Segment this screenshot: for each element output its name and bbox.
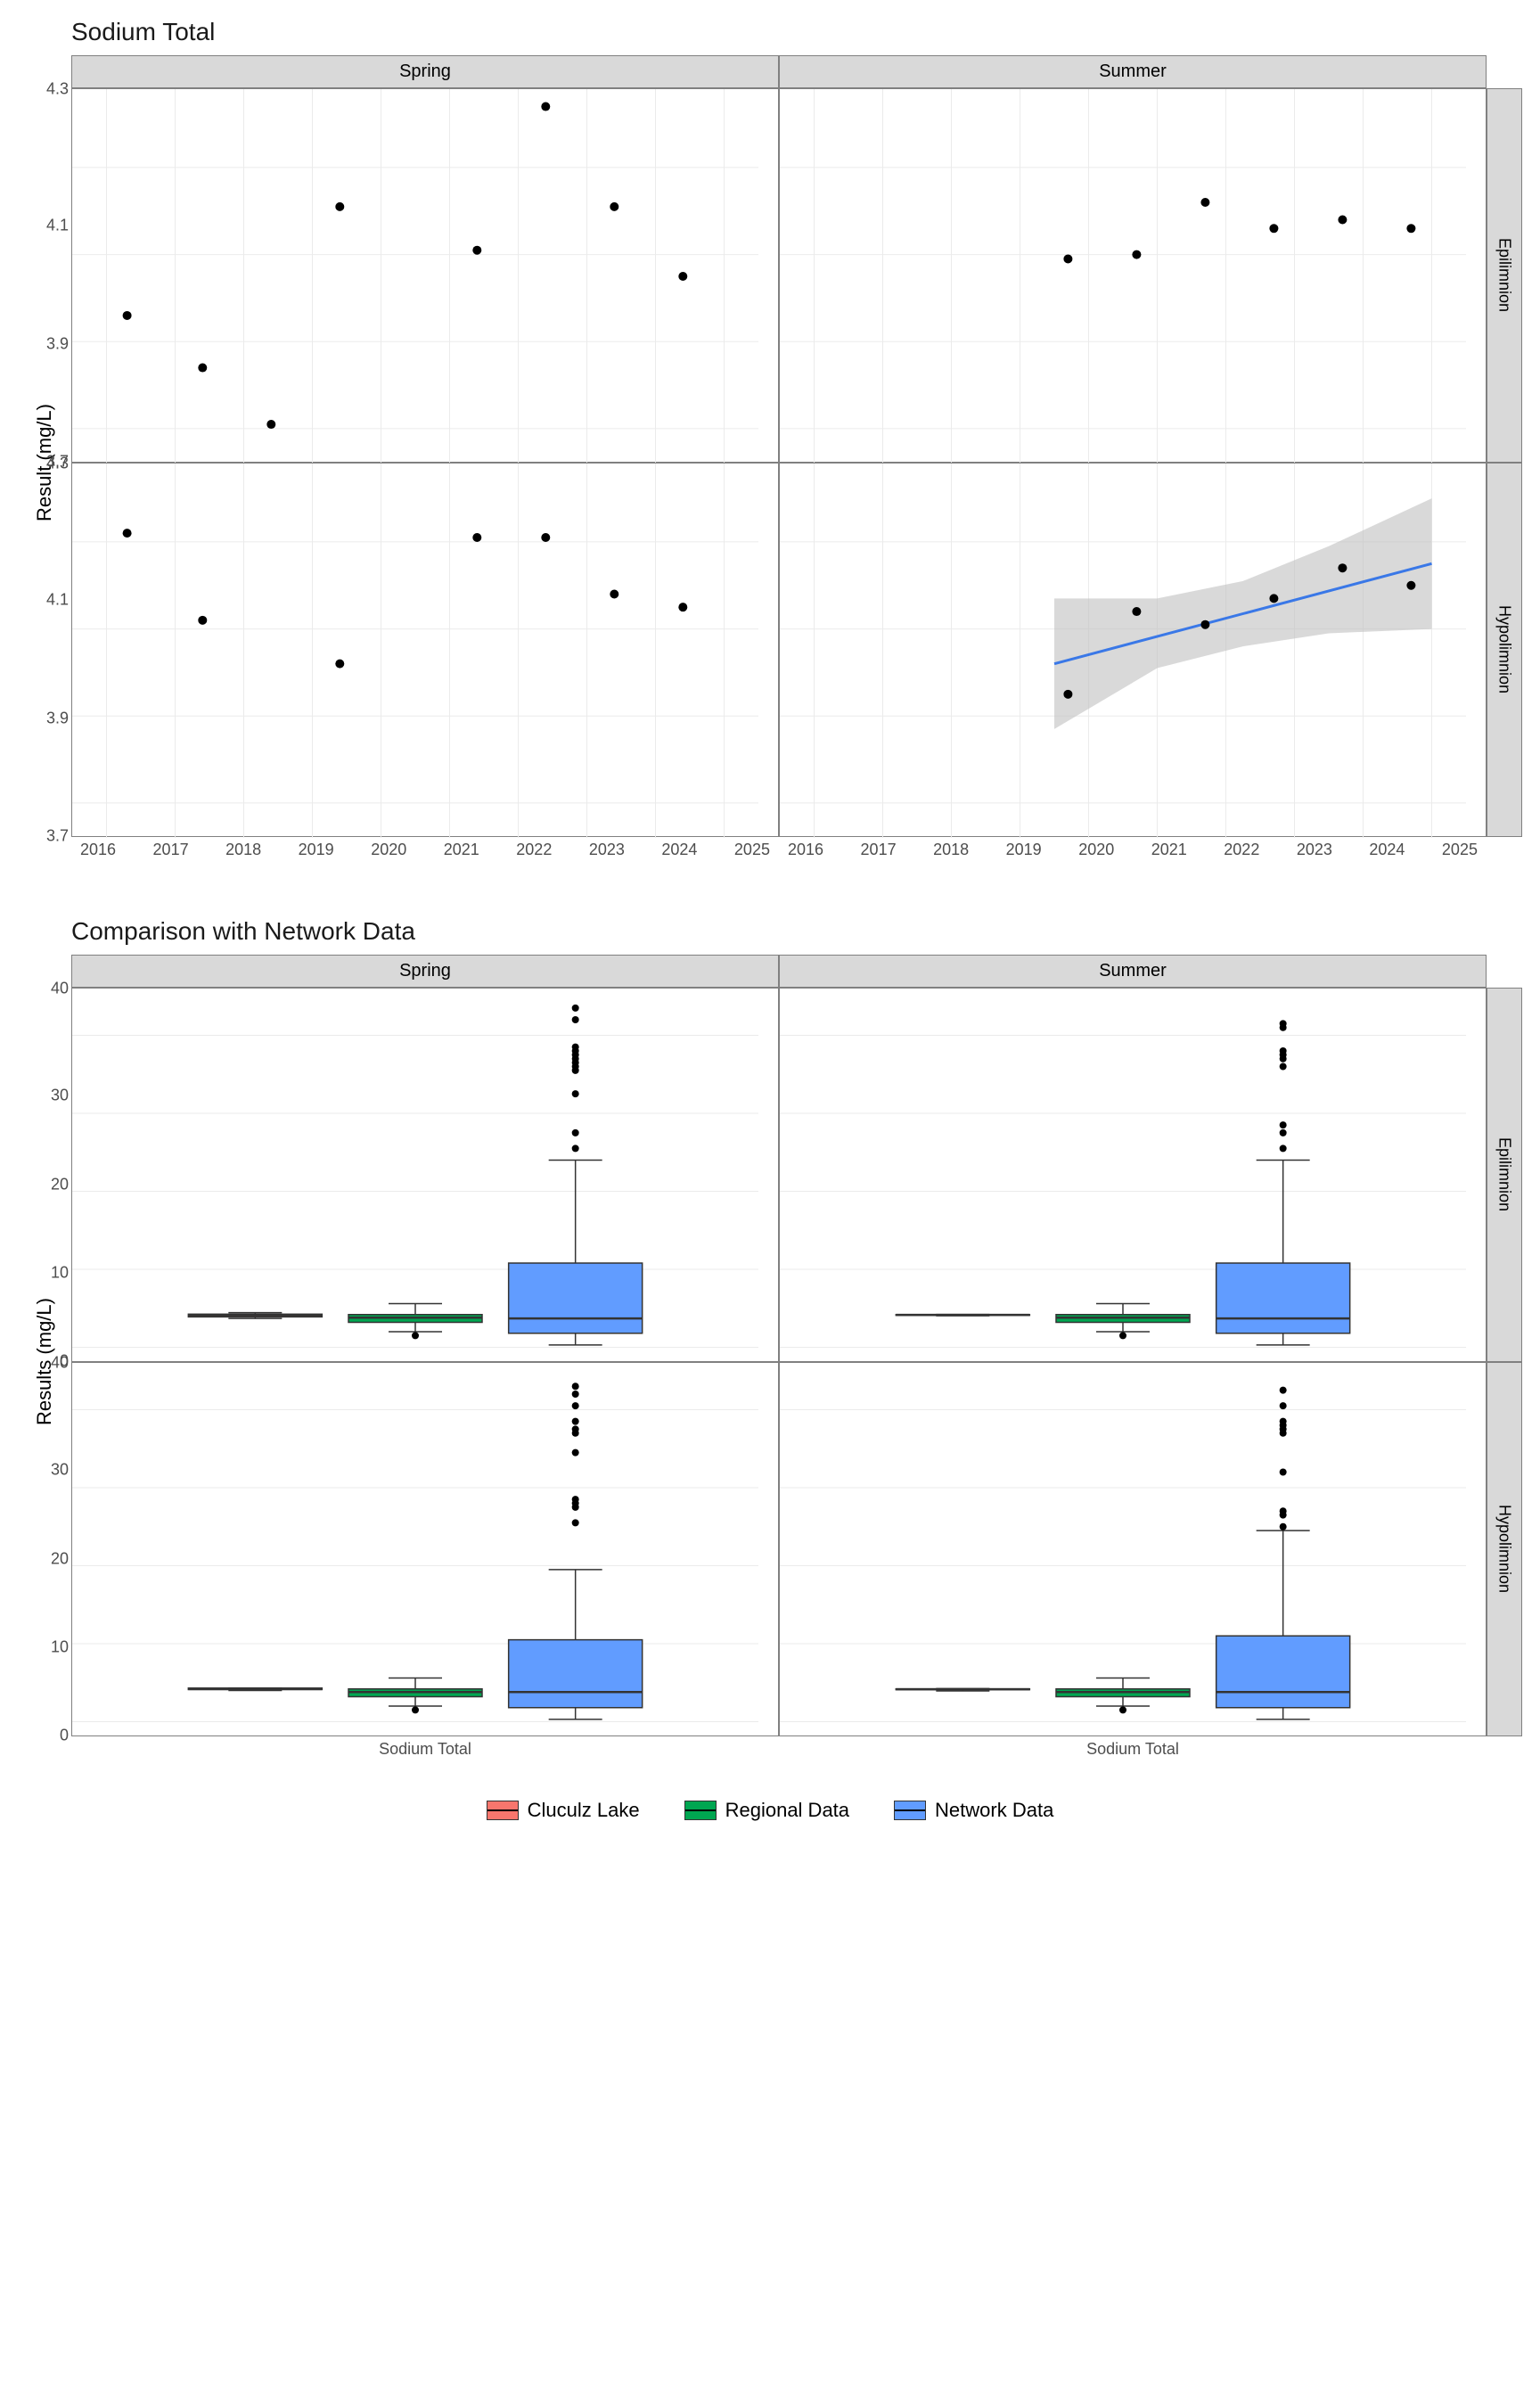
chart1-xaxis-ticks: 2016201720182019202020212022202320242025 — [71, 837, 779, 864]
legend-item-0: Cluculz Lake — [487, 1799, 640, 1822]
chart1-xaxis-ticks: 2016201720182019202020212022202320242025 — [779, 837, 1487, 864]
chart2-xaxis-label: Sodium Total — [779, 1736, 1487, 1763]
chart2-panel-0-0: 403020100 — [71, 988, 779, 1362]
chart2-title: Comparison with Network Data — [71, 917, 1522, 946]
chart1-row-0: Epilimnion — [1487, 88, 1522, 463]
chart1-row-1: Hypolimnion — [1487, 463, 1522, 837]
chart1-panel-1-1 — [779, 463, 1487, 837]
chart2-col-0: Spring — [71, 955, 779, 988]
chart2-row-1: Hypolimnion — [1487, 1362, 1522, 1736]
chart2-panel-0-1: 403020100 — [71, 1362, 779, 1736]
chart2-row-0: Epilimnion — [1487, 988, 1522, 1362]
chart1-grid: SpringSummerResult (mg/L)4.34.13.93.7Epi… — [18, 55, 1522, 837]
chart1-col-1: Summer — [779, 55, 1487, 88]
chart2-panel-1-1 — [779, 1362, 1487, 1736]
chart2-col-1: Summer — [779, 955, 1487, 988]
legend: Cluculz Lake Regional Data Network Data — [18, 1799, 1522, 1822]
chart1-panel-0-1: 4.34.13.93.7 — [71, 463, 779, 837]
chart2-grid: SpringSummerResults (mg/L)403020100Epili… — [18, 955, 1522, 1736]
legend-item-1: Regional Data — [684, 1799, 849, 1822]
chart1-title: Sodium Total — [71, 18, 1522, 46]
chart1-panel-1-0 — [779, 88, 1487, 463]
legend-item-2: Network Data — [894, 1799, 1053, 1822]
chart1-panel-0-0: 4.34.13.93.7 — [71, 88, 779, 463]
chart2-panel-1-0 — [779, 988, 1487, 1362]
chart2-xaxis-label: Sodium Total — [71, 1736, 779, 1763]
chart1-col-0: Spring — [71, 55, 779, 88]
